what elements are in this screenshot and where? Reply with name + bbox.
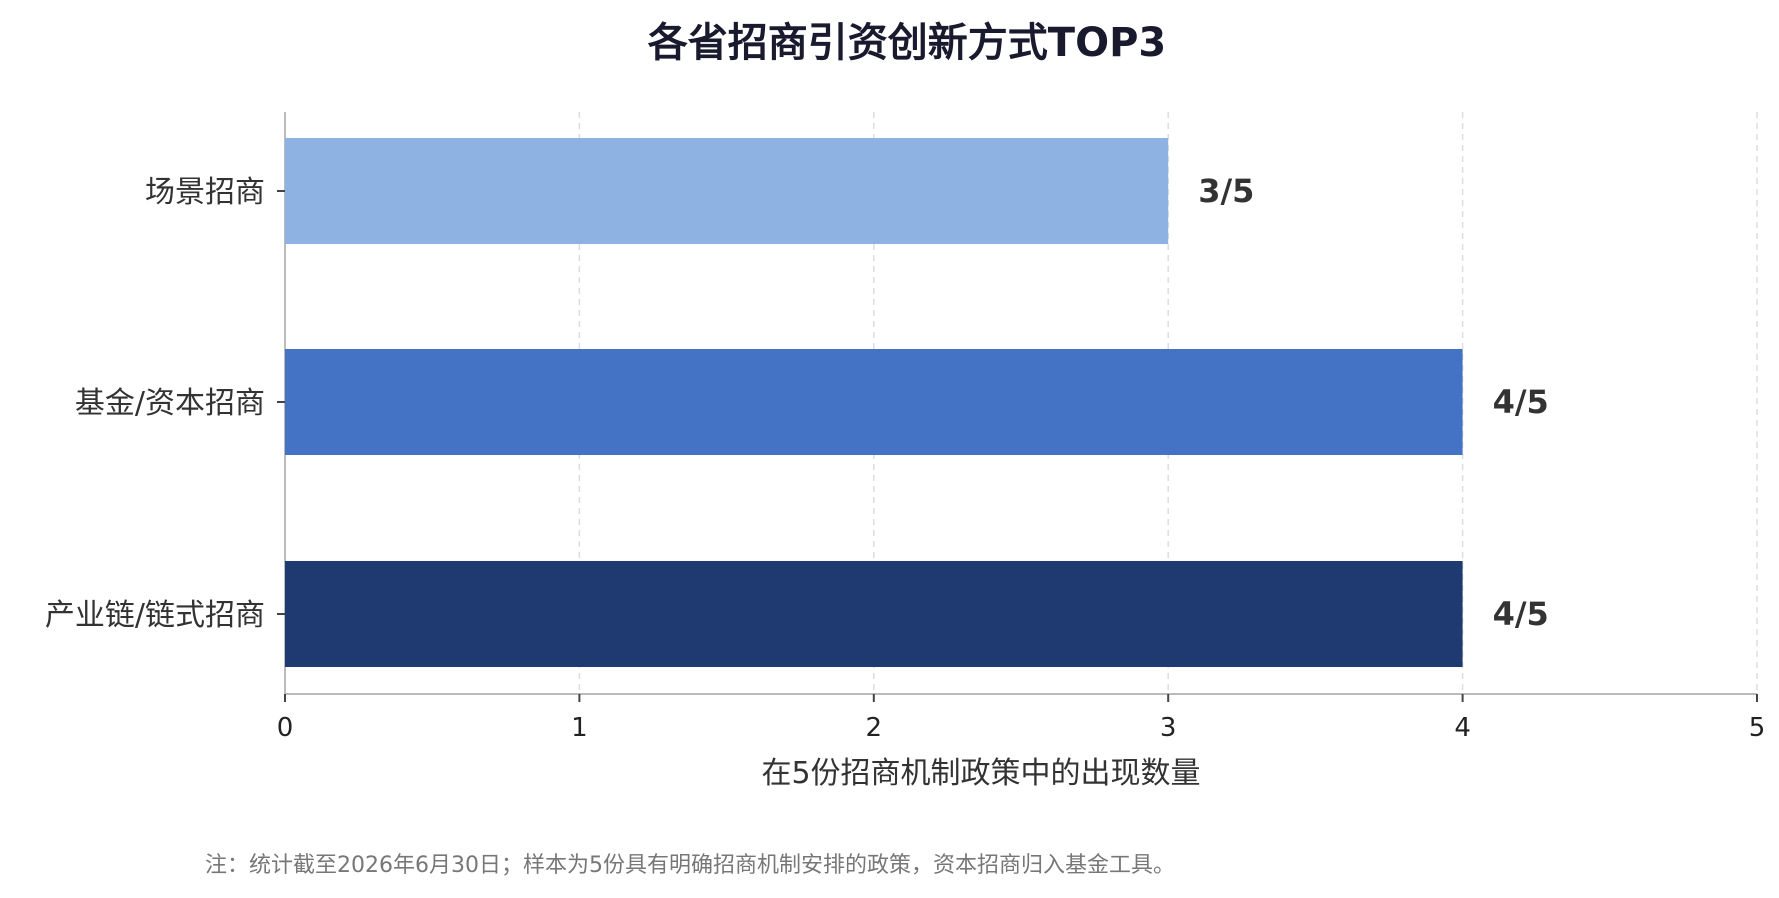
- data-label: 4/5: [1493, 595, 1549, 633]
- category-label: 场景招商: [145, 175, 265, 210]
- bar: [285, 561, 1463, 667]
- x-tick-label: 1: [571, 713, 588, 743]
- bar: [285, 349, 1463, 455]
- data-label: 3/5: [1198, 172, 1254, 210]
- x-tick-label: 0: [277, 713, 294, 743]
- x-tick-labels: 0 1 2 3 4 5: [277, 713, 1766, 743]
- data-label: 4/5: [1493, 383, 1549, 421]
- bar: [285, 138, 1169, 244]
- category-label: 基金/资本招商: [75, 386, 265, 421]
- x-tick-label: 4: [1454, 713, 1471, 743]
- category-label: 产业链/链式招商: [45, 598, 265, 633]
- bars: [285, 138, 1463, 667]
- x-tick-label: 5: [1749, 713, 1766, 743]
- x-tick-label: 3: [1160, 713, 1177, 743]
- footnote: 注：统计截至2026年6月30日；样本为5份具有明确招商机制安排的政策，资本招商…: [205, 853, 1175, 878]
- chart-title: 各省招商引资创新方式TOP3: [648, 20, 1166, 66]
- data-labels: 3/5 4/5 4/5: [1198, 172, 1549, 633]
- x-tick-label: 2: [866, 713, 883, 743]
- x-axis-title: 在5份招商机制政策中的出现数量: [761, 756, 1200, 791]
